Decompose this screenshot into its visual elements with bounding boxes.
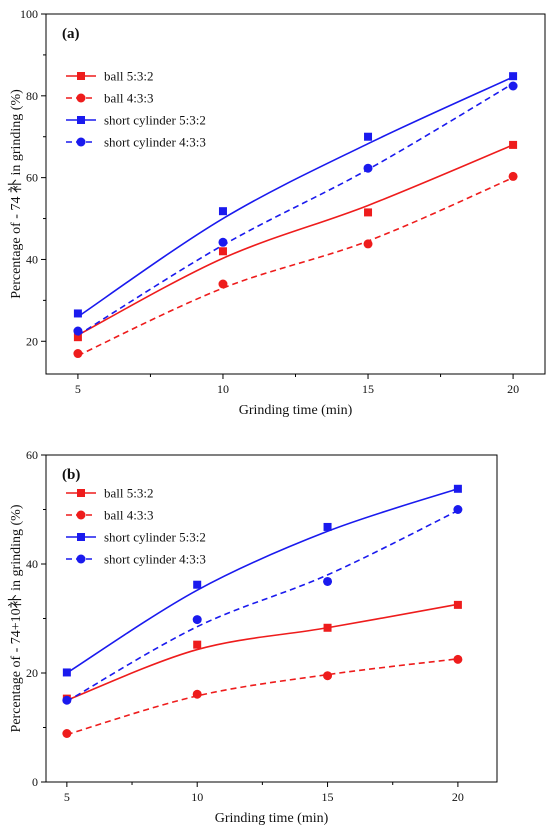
data-point-ball-4-3-3 — [508, 171, 518, 181]
data-point-ball-4-3-3 — [453, 654, 463, 664]
legend-marker-ball-5-3-2 — [77, 72, 85, 80]
legend-label-short-cylinder-4-3-3: short cylinder 4:3:3 — [104, 135, 206, 150]
series-line-ball-4-3-3 — [66, 658, 458, 736]
data-point-ball-5-3-2 — [364, 208, 373, 217]
series-line-ball-4-3-3 — [77, 176, 514, 357]
series-line-short-cylinder-4-3-3 — [77, 82, 514, 336]
data-point-short-cylinder-5-3-2 — [509, 72, 518, 81]
data-point-short-cylinder-4-3-3 — [218, 237, 228, 247]
legend-marker-short-cylinder-4-3-3 — [76, 137, 86, 147]
legend-label-ball-5-3-2: ball 5:3:2 — [104, 69, 153, 84]
data-point-ball-4-3-3 — [363, 239, 373, 249]
y-tick-label: 60 — [26, 448, 38, 462]
data-point-ball-5-3-2 — [73, 333, 82, 342]
legend-label-short-cylinder-4-3-3: short cylinder 4:3:3 — [104, 552, 206, 567]
data-point-short-cylinder-4-3-3 — [453, 505, 463, 514]
data-point-short-cylinder-4-3-3 — [323, 576, 333, 586]
legend-marker-ball-4-3-3 — [76, 510, 86, 520]
data-point-ball-5-3-2 — [453, 600, 462, 609]
y-axis-title: Percentage of - 74 补 in grinding (%) — [8, 89, 24, 299]
x-tick-label: 10 — [191, 790, 203, 804]
x-tick-label: 15 — [322, 790, 334, 804]
data-point-ball-4-3-3 — [323, 671, 333, 681]
x-tick-label: 15 — [362, 382, 374, 396]
data-point-short-cylinder-4-3-3 — [73, 326, 83, 336]
legend-marker-short-cylinder-5-3-2 — [77, 116, 85, 124]
data-point-ball-4-3-3 — [73, 349, 83, 359]
legend-label-ball-5-3-2: ball 5:3:2 — [104, 486, 153, 501]
series-line-short-cylinder-5-3-2 — [66, 488, 459, 674]
chart-panel-b: 5 10 15 20 0 20 40 60 Grinding time (min) Percent… — [8, 448, 498, 826]
data-point-ball-5-3-2 — [509, 140, 518, 149]
data-point-ball-4-3-3 — [218, 279, 228, 289]
data-point-short-cylinder-4-3-3 — [363, 163, 373, 173]
x-tick-label: 20 — [452, 790, 464, 804]
legend-marker-ball-5-3-2 — [77, 489, 85, 497]
legend-marker-short-cylinder-4-3-3 — [76, 554, 86, 564]
y-tick-label: 0 — [32, 775, 38, 789]
legend-label-ball-4-3-3: ball 4:3:3 — [104, 508, 153, 523]
panel-label: (b) — [62, 467, 80, 483]
y-tick-label: 60 — [26, 171, 38, 185]
data-point-ball-5-3-2 — [193, 640, 202, 649]
data-point-ball-5-3-2 — [218, 247, 227, 256]
data-point-short-cylinder-5-3-2 — [323, 522, 332, 531]
y-tick-label: 100 — [20, 7, 38, 21]
series-line-short-cylinder-5-3-2 — [77, 76, 514, 318]
panel-label: (a) — [62, 26, 80, 42]
data-point-short-cylinder-5-3-2 — [62, 668, 71, 677]
data-point-short-cylinder-5-3-2 — [453, 484, 462, 493]
data-point-short-cylinder-4-3-3 — [62, 695, 72, 705]
data-point-short-cylinder-4-3-3 — [508, 81, 518, 91]
data-point-ball-4-3-3 — [62, 728, 72, 738]
series-line-ball-5-3-2 — [66, 603, 459, 701]
legend-marker-short-cylinder-5-3-2 — [77, 533, 85, 541]
series-line-short-cylinder-4-3-3 — [66, 509, 459, 703]
chart-panel-a: 5 10 15 20 20 40 60 80 100 Grinding time (min) Per… — [8, 7, 546, 418]
legend-label-short-cylinder-5-3-2: short cylinder 5:3:2 — [104, 530, 206, 545]
legend-marker-ball-4-3-3 — [76, 93, 86, 103]
x-tick-label: 20 — [507, 382, 519, 396]
x-axis-title: Grinding time (min) — [239, 403, 353, 418]
legend-label-ball-4-3-3: ball 4:3:3 — [104, 91, 153, 106]
x-tick-label: 5 — [64, 790, 70, 804]
y-tick-label: 40 — [26, 252, 38, 266]
x-axis-title: Grinding time (min) — [215, 811, 329, 826]
y-tick-label: 40 — [26, 557, 38, 571]
data-point-ball-4-3-3 — [192, 689, 202, 699]
legend-label-short-cylinder-5-3-2: short cylinder 5:3:2 — [104, 113, 206, 128]
data-point-short-cylinder-5-3-2 — [218, 207, 227, 216]
data-point-ball-5-3-2 — [323, 623, 332, 632]
data-point-short-cylinder-4-3-3 — [192, 615, 202, 625]
y-tick-label: 80 — [26, 89, 38, 103]
data-point-short-cylinder-5-3-2 — [193, 580, 202, 589]
x-tick-label: 5 — [75, 382, 81, 396]
series-line-ball-5-3-2 — [77, 144, 514, 336]
y-tick-label: 20 — [26, 666, 38, 680]
data-point-short-cylinder-5-3-2 — [73, 309, 82, 318]
plot-frame — [45, 454, 498, 783]
data-point-short-cylinder-5-3-2 — [364, 132, 373, 141]
x-tick-label: 10 — [217, 382, 229, 396]
y-tick-label: 20 — [26, 334, 38, 348]
y-axis-title: Percentage of - 74+10补 in grinding (%) — [8, 504, 24, 732]
